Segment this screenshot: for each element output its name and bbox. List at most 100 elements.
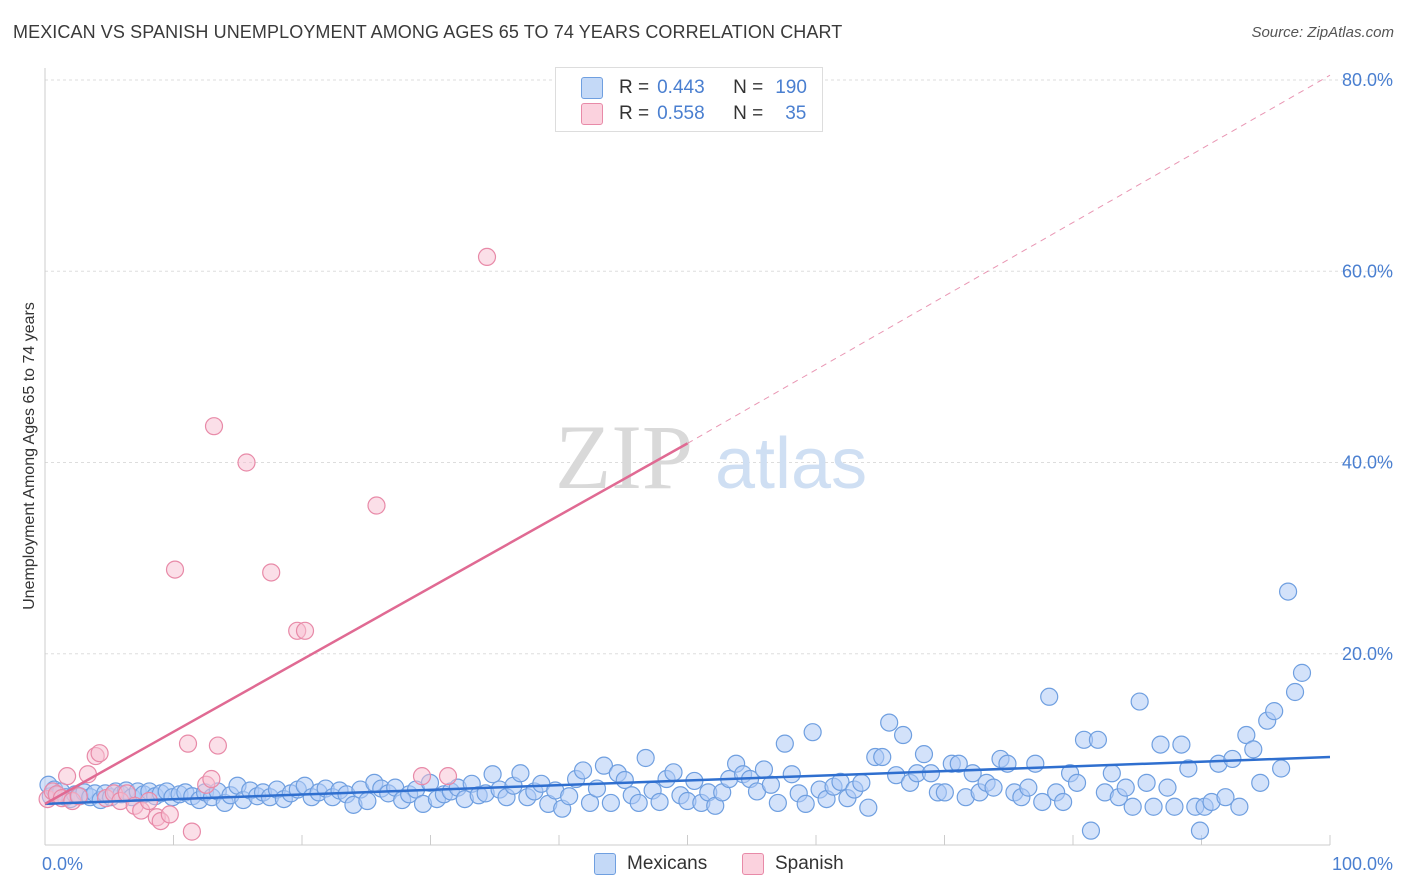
mexicans-point [1081,821,1101,840]
mexicans-point [615,770,634,790]
spanish-point [295,621,315,640]
mexicans-point [880,713,899,732]
spanish-point [69,787,88,806]
watermark: ZIP atlas [555,406,867,508]
spanish-point [204,417,224,436]
mexicans-point [1054,792,1073,812]
mexicans-point [1019,778,1038,797]
mexicans-point [921,764,941,783]
mexicans-point [775,734,794,753]
spanish-point [178,734,198,753]
spanish-point [90,744,109,763]
mexicans-point [1130,692,1149,711]
mexicans-point [1244,740,1263,759]
mexicans-trend-line [44,755,1331,806]
mexicans-point [796,794,815,813]
mexicans-point [1272,759,1291,778]
mexicans-point [1278,582,1298,601]
mexicans-point [358,791,377,811]
trend-lines [44,74,1331,806]
mexicans-point [782,765,801,784]
mexicans-point [914,745,934,764]
mexicans-point [768,793,787,813]
bottom-legend-spanish: Spanish [742,852,844,876]
legend-r-label: R = [619,103,650,124]
mexicans-point [1292,663,1312,682]
spanish-point [438,767,458,786]
gridlines [44,79,1392,845]
legend-n-label: N = [733,103,764,124]
x-tick-label-right: 100.0% [1332,854,1393,874]
y-tick-label: 40.0% [1342,453,1393,473]
mexicans-point [1230,797,1249,816]
mexicans-point [984,778,1003,797]
legend-swatch-spanish [581,103,603,125]
tick-labels: 20.0% 40.0% 60.0% 80.0% 0.0% 100.0% [42,70,1393,874]
mexicans-point [949,754,968,773]
spanish-point [160,805,179,824]
spanish-point [367,496,386,515]
x-tick-label-left: 0.0% [42,854,83,874]
mexicans-point [803,723,822,742]
mexicans-point [831,772,850,791]
mexicans-point [636,748,655,768]
chart-title: MEXICAN VS SPANISH UNEMPLOYMENT AMONG AG… [13,22,843,42]
mexicans-point [594,756,614,775]
y-tick-label: 60.0% [1342,261,1393,281]
spanish-point [165,560,185,579]
legend-r-value: 0.443 [657,77,705,98]
mexicans-points [39,582,1312,840]
legend-r-label: R = [619,77,650,98]
mexicans-point [1158,778,1177,797]
spanish-point [477,247,497,267]
spanish-point [57,767,77,786]
mexicans-point [1033,792,1052,812]
mexicans-point [483,765,502,784]
mexicans-point [601,793,620,813]
mexicans-point [1251,773,1270,792]
y-tick-label: 20.0% [1342,644,1393,664]
watermark-atlas: atlas [715,424,867,504]
bottom-legend-swatch-spanish [742,853,764,875]
mexicans-point [573,761,593,780]
legend-n-label: N = [733,77,764,98]
spanish-trend-extension [687,74,1331,444]
mexicans-point [1067,773,1087,792]
spanish-point [412,767,432,786]
spanish-points [38,247,497,841]
mexicans-point [754,760,774,779]
mexicans-point [1102,764,1121,783]
mexicans-point [935,783,954,802]
spanish-point [208,736,227,755]
mexicans-point [629,793,648,813]
watermark-zip: ZIP [555,406,693,508]
bottom-legend-label-spanish: Spanish [775,853,844,874]
mexicans-point [650,792,669,812]
mexicans-point [1151,735,1170,754]
mexicans-point [859,798,878,817]
legend-n-value: 35 [785,103,807,124]
mexicans-point [511,764,530,783]
legend-row-spanish: R = 0.558 N = 35 [556,101,806,127]
y-tick-label: 80.0% [1342,70,1393,90]
mexicans-point [893,725,913,745]
mexicans-point [1172,735,1191,754]
spanish-point [182,822,201,841]
spanish-point [202,769,221,789]
legend-r-value: 0.558 [657,103,705,124]
mexicans-point [1144,797,1163,816]
bottom-legend-swatch-mexicans [594,853,616,875]
mexicans-point [852,773,871,792]
legend-row-mexicans: R = 0.443 N = 190 [556,75,807,101]
mexicans-point [664,763,683,782]
mexicans-point [1123,797,1142,816]
legend: R = 0.443 N = 190 R = 0.558 N = 35 [555,67,823,132]
mexicans-point [1190,821,1210,840]
mexicans-point [873,747,892,767]
mexicans-point [1165,797,1184,816]
mexicans-point [1285,682,1305,702]
bottom-legend-mexicans: Mexicans [594,852,707,876]
legend-n-value: 190 [775,77,807,98]
mexicans-point [1179,759,1198,778]
